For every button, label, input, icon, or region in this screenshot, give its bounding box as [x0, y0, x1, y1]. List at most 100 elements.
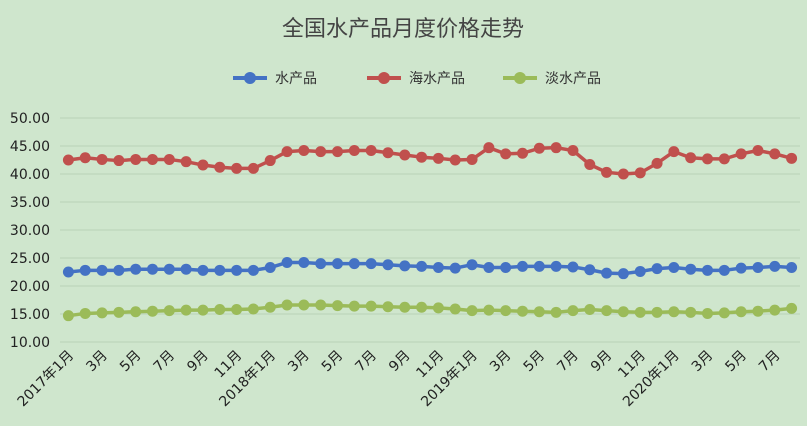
data-point [399, 149, 411, 161]
data-point [517, 305, 528, 317]
y-tick-label: 50.00 [10, 111, 50, 127]
gridlines [60, 117, 800, 343]
data-point [752, 305, 764, 317]
data-point [281, 299, 293, 311]
x-tick-label: 3月 [689, 348, 717, 376]
data-point [79, 307, 91, 319]
legend-label: 淡水产品 [545, 71, 601, 87]
legend-label: 水产品 [275, 71, 317, 87]
data-point [567, 261, 579, 273]
data-point [147, 263, 158, 275]
data-point [113, 264, 125, 276]
data-point [163, 305, 175, 317]
data-point [264, 301, 276, 313]
data-point [550, 306, 562, 318]
data-point [348, 300, 360, 312]
data-point [416, 151, 428, 163]
data-point [332, 146, 343, 158]
data-point [79, 152, 91, 164]
data-point [601, 267, 613, 279]
data-point [231, 304, 243, 316]
x-tick-label: 7月 [352, 348, 380, 376]
data-point [315, 258, 327, 270]
data-point [315, 146, 327, 158]
data-point [786, 152, 798, 164]
data-point [281, 146, 293, 158]
series-group [62, 142, 798, 322]
data-point [584, 304, 596, 316]
x-tick-label: 7月 [554, 348, 582, 376]
data-point [668, 146, 680, 158]
data-point [668, 262, 680, 274]
data-point [533, 142, 545, 154]
data-point [348, 258, 360, 270]
data-point [550, 260, 562, 272]
data-point [214, 304, 226, 316]
data-point [702, 307, 713, 319]
data-point [584, 158, 596, 170]
y-tick-label: 10.00 [10, 335, 50, 351]
x-tick-label: 2017年1月 [15, 348, 78, 411]
data-point [79, 264, 91, 276]
data-point [113, 306, 125, 318]
data-point [348, 144, 360, 156]
data-point [163, 263, 175, 275]
data-point [96, 153, 108, 165]
data-point [752, 262, 764, 274]
data-point [718, 264, 730, 276]
y-tick-label: 15.00 [10, 307, 50, 323]
data-point [197, 159, 209, 171]
data-point [466, 153, 478, 165]
data-point [601, 166, 613, 178]
data-point [197, 304, 209, 316]
chart-title: 全国水产品月度价格走势 [282, 17, 524, 42]
data-point [685, 152, 697, 164]
data-point [601, 305, 613, 317]
x-tick-label: 5月 [521, 348, 549, 376]
data-point [399, 260, 411, 272]
data-point [752, 144, 764, 156]
data-point [769, 260, 781, 272]
data-point [483, 304, 495, 316]
x-tick-label: 3月 [83, 348, 111, 376]
data-point [130, 263, 142, 275]
data-point [533, 260, 545, 272]
legend-label: 海水产品 [409, 71, 465, 87]
y-tick-label: 45.00 [10, 139, 50, 155]
data-point [163, 153, 175, 165]
data-point [382, 301, 394, 313]
series-line [68, 145, 793, 176]
data-point [147, 305, 158, 317]
data-point [651, 157, 663, 169]
data-point [533, 306, 545, 318]
data-point [786, 302, 798, 314]
data-point [685, 263, 697, 275]
data-point [668, 306, 680, 318]
x-tick-label: 5月 [319, 348, 347, 376]
data-point [432, 152, 444, 164]
data-point [567, 144, 579, 156]
legend-marker [378, 72, 390, 84]
data-point [651, 306, 663, 318]
data-point [617, 306, 629, 318]
data-point [264, 262, 276, 274]
data-point [735, 306, 747, 318]
data-point [483, 142, 495, 154]
data-point [130, 306, 142, 318]
data-point [432, 262, 444, 274]
data-point [332, 300, 343, 312]
data-point [315, 299, 327, 311]
data-point [634, 265, 646, 277]
series-line [68, 260, 792, 276]
data-point [735, 148, 747, 160]
data-point [550, 142, 562, 154]
data-point [718, 307, 730, 319]
data-point [147, 153, 158, 165]
data-point [281, 256, 293, 268]
data-point [449, 154, 461, 166]
data-point [517, 260, 528, 272]
data-point [214, 161, 226, 173]
data-point [735, 262, 747, 274]
